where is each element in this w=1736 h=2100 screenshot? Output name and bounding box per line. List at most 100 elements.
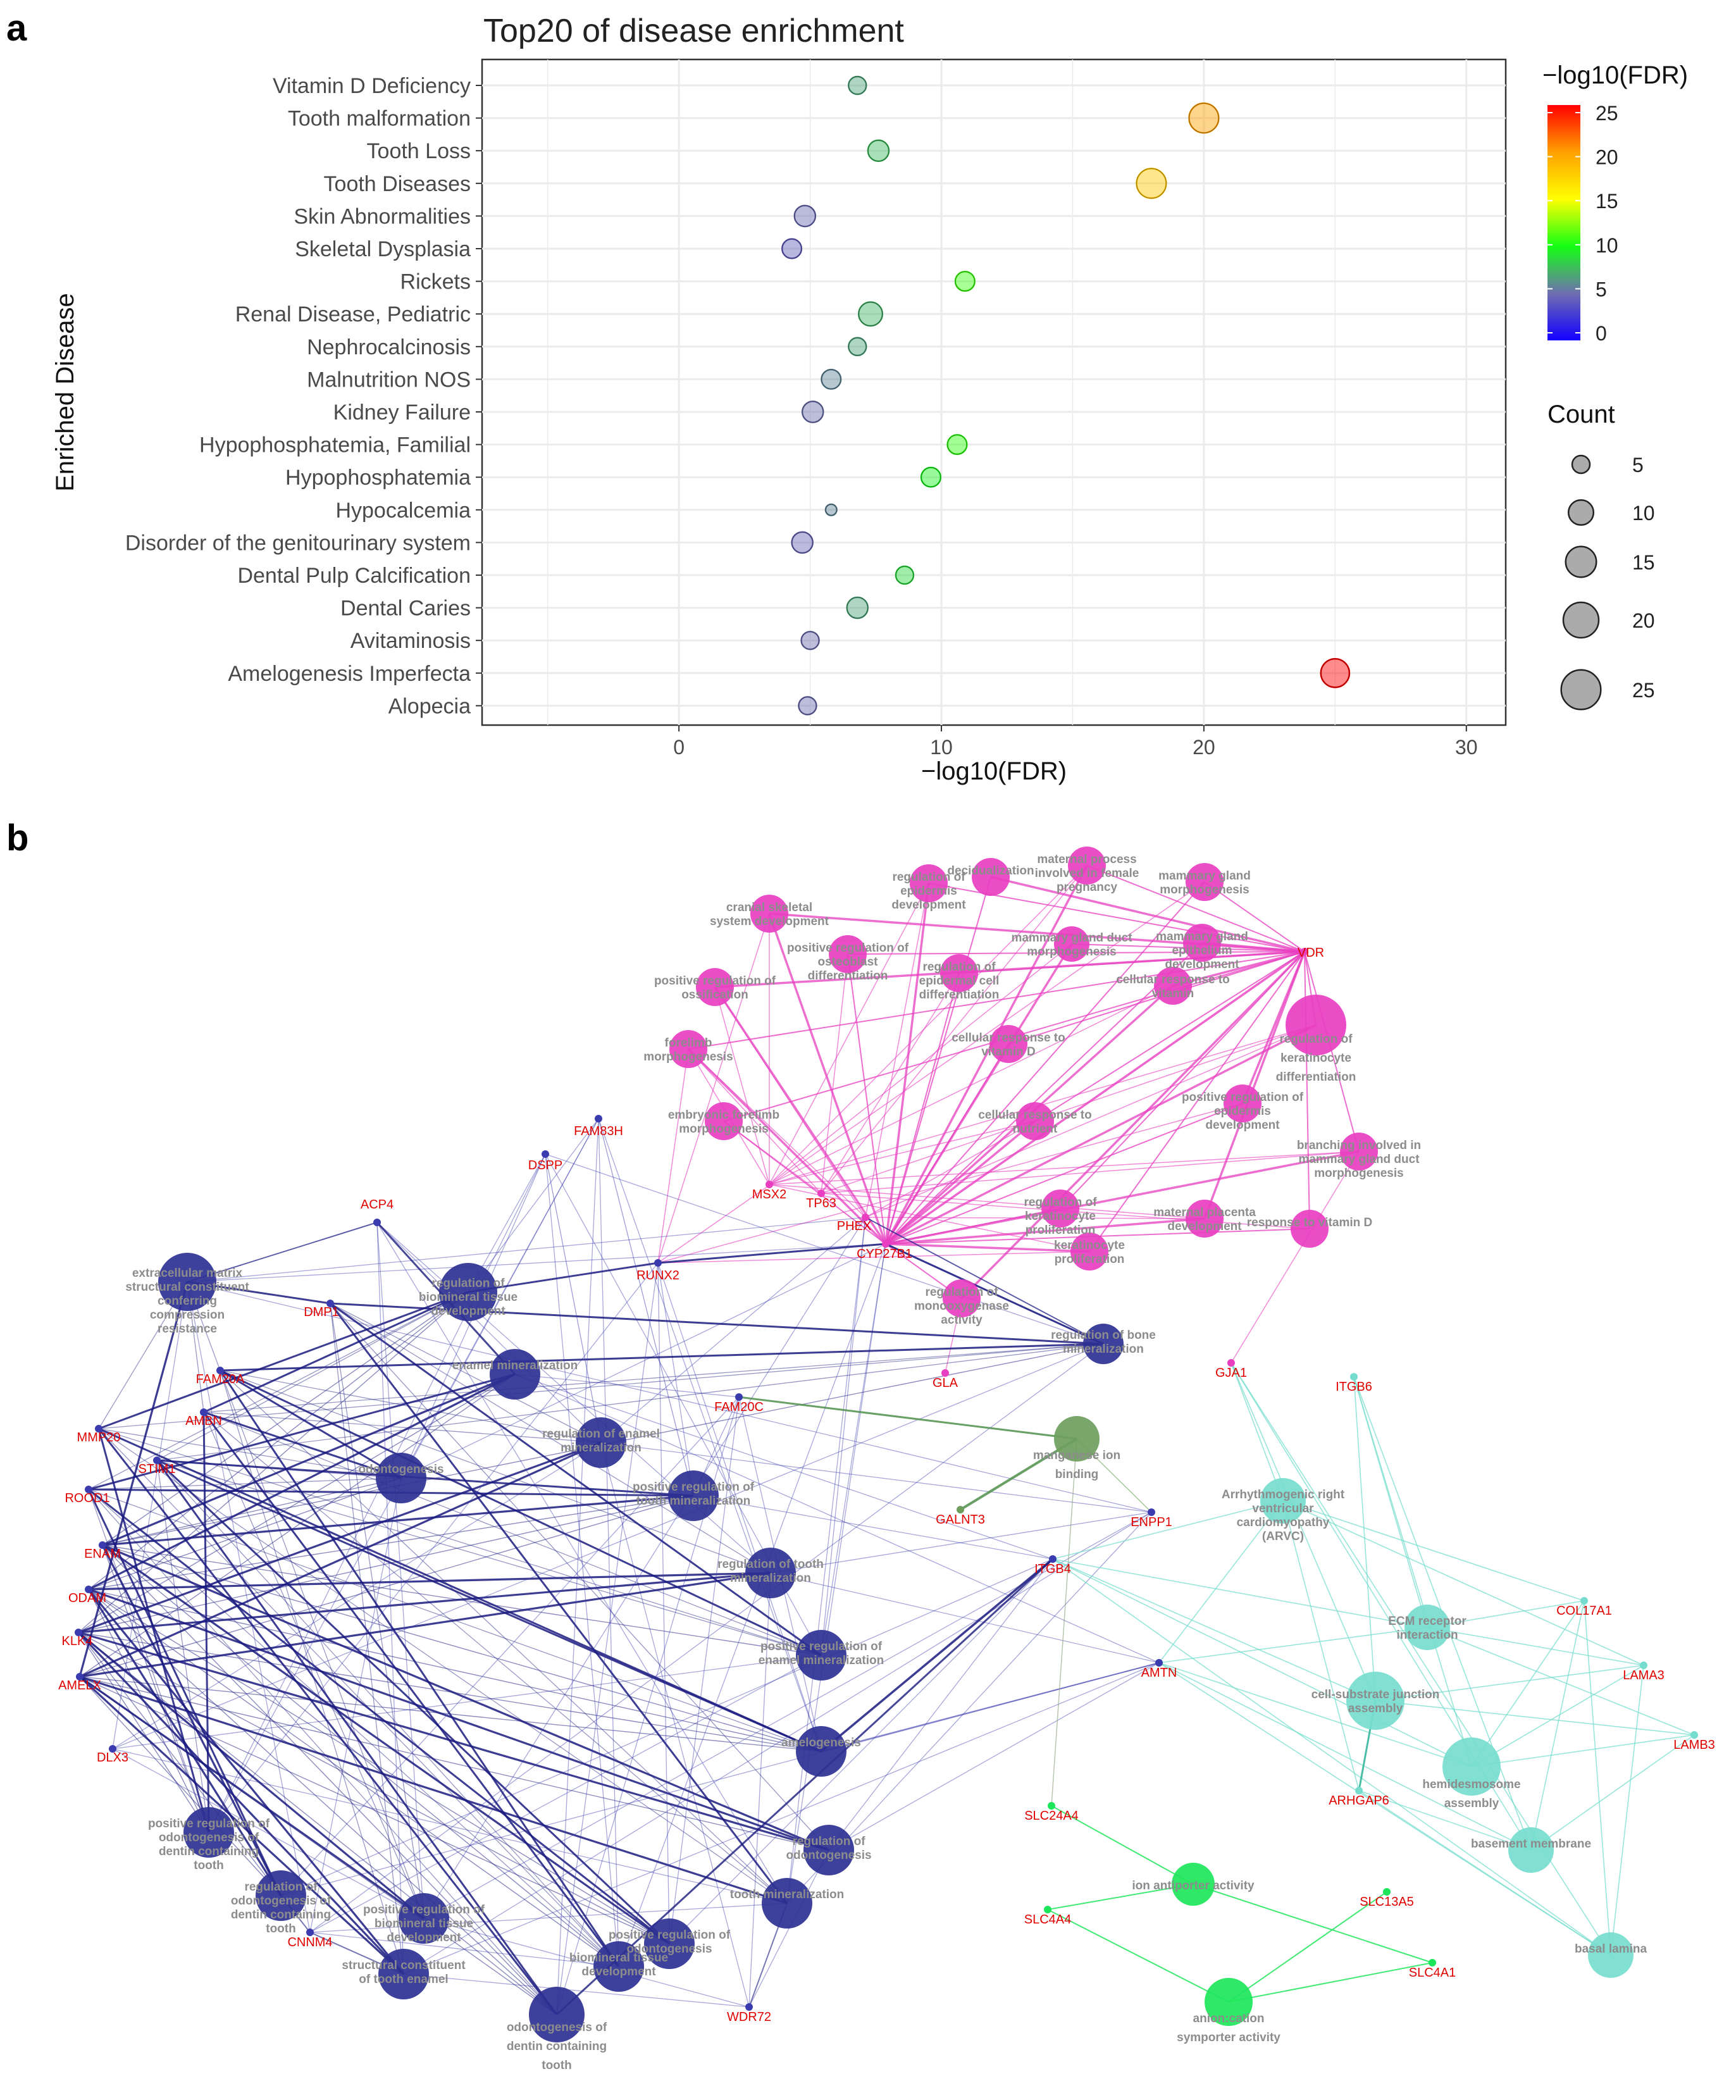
cluster-label: odontogenesis of dentin containing tooth [507,2021,607,2072]
gene-node [817,1190,825,1197]
network-edge [1375,1665,1644,1701]
network-edge [514,1374,1053,1560]
network-edge [1193,1884,1433,1963]
gene-node [1690,1731,1698,1739]
data-point-outline [802,401,824,423]
data-point-outline [946,434,968,455]
term-node [1588,1932,1634,1978]
term-label: structural constituent of tooth enamel [342,1959,466,1986]
network-edge [669,1558,1053,1944]
size-legend-circle [1571,454,1591,475]
network-edge [203,1412,822,1656]
term-node [1340,1133,1378,1171]
network-edge [1052,1558,1472,1767]
network-edge [1060,951,1305,1209]
term-node [1346,1672,1404,1730]
network-edge [884,865,1088,1245]
network-edge [102,1494,694,1546]
term-label: cellular response to vitamin D [952,1031,1065,1059]
panel-letter-b: b [6,817,28,859]
y-tick-label: Kidney Failure [333,401,471,425]
size-legend-label: 25 [1632,679,1655,702]
gene-node [862,1214,869,1221]
network-edge [1052,1558,1428,1628]
color-legend-bar [1547,105,1580,340]
network-edge [768,913,887,1245]
y-tick-label: Alopecia [388,694,471,718]
network-edge [187,1217,866,1283]
gene-node [957,1506,964,1513]
network-edge [1047,1909,1229,2003]
y-tick-label: Rickets [400,270,471,294]
network-edge [203,1291,469,1413]
network-edge [156,1459,671,1945]
network-edge [203,1411,402,1479]
term-node [1172,1863,1215,1906]
network-labels: cranial skeletal system development positi… [58,853,1715,2072]
gridlines [482,59,1506,725]
network-edge [78,1281,189,1677]
data-point-outline [781,238,802,259]
network-edge [885,1103,1243,1245]
data-point [791,531,814,554]
gene-label: AMELX [58,1679,101,1693]
network-edge [769,985,1174,1185]
term-node [1068,847,1106,885]
term-node [1186,863,1224,901]
gene-node [1148,1508,1155,1516]
network-edge [960,950,1306,1300]
x-tick-label: 30 [1455,736,1478,759]
gene-label: GJA1 [1215,1366,1247,1380]
term-label: positive regulation of enamel mineralizat… [759,1640,884,1667]
term-node-main [529,1987,585,2042]
term-node [376,1453,426,1503]
term-node [1083,1324,1124,1364]
network-edge [156,1460,619,1967]
term-label: cellular response to vitamin [1116,973,1230,1000]
color-tick-label: 25 [1596,102,1618,125]
gene-label: STIM1 [139,1462,176,1476]
network-edge [1158,1662,1611,1956]
network-edge [828,1558,1053,1851]
network-edge [657,1262,694,1496]
network-edge [1353,1376,1376,1701]
network-edge [1008,951,1305,1045]
size-legend-keys: 5 10 15 20 25 [1560,454,1655,711]
data-point-outline [895,566,914,585]
data-point [821,368,842,390]
term-node-main [1286,995,1346,1055]
term-node [669,1030,707,1068]
network-edge [1530,1600,1585,1851]
y-tick-label: Dental Pulp Calcification [237,564,471,588]
gene-node [76,1673,84,1681]
data-point [946,434,968,456]
network-edge [98,1428,822,1656]
term-label: regulation of tooth mineralization [717,1558,824,1585]
network-edge [77,1631,405,1975]
network-edge [78,1675,405,1975]
network-edge [88,1489,822,1752]
gene-node [1640,1662,1647,1669]
network-edge [1427,1627,1644,1666]
network-edge [1353,1376,1472,1767]
network-edge [657,1243,886,1264]
network-edge [78,1632,557,2015]
network-edge [1584,1600,1611,1956]
network-edge [885,1243,1090,1253]
term-node [705,1102,743,1140]
network-edge [280,1558,1053,1896]
term-label: positive regulation of epidermis developme… [1182,1091,1304,1132]
data-point-outline [867,139,890,162]
network-edge [598,1118,619,1967]
network-edge [98,1428,402,1479]
term-label: ECM receptor interaction [1388,1615,1466,1642]
network-edge [598,1118,822,1752]
term-node [644,1918,695,1969]
gene-node [1350,1373,1358,1381]
network-edge [769,865,1088,1185]
network-edge [1051,1438,1077,1806]
term-label: cranial skeletal system development [710,901,829,928]
term-node [745,1548,796,1598]
network-edge [688,1048,822,1194]
network-edge [102,1544,670,1945]
